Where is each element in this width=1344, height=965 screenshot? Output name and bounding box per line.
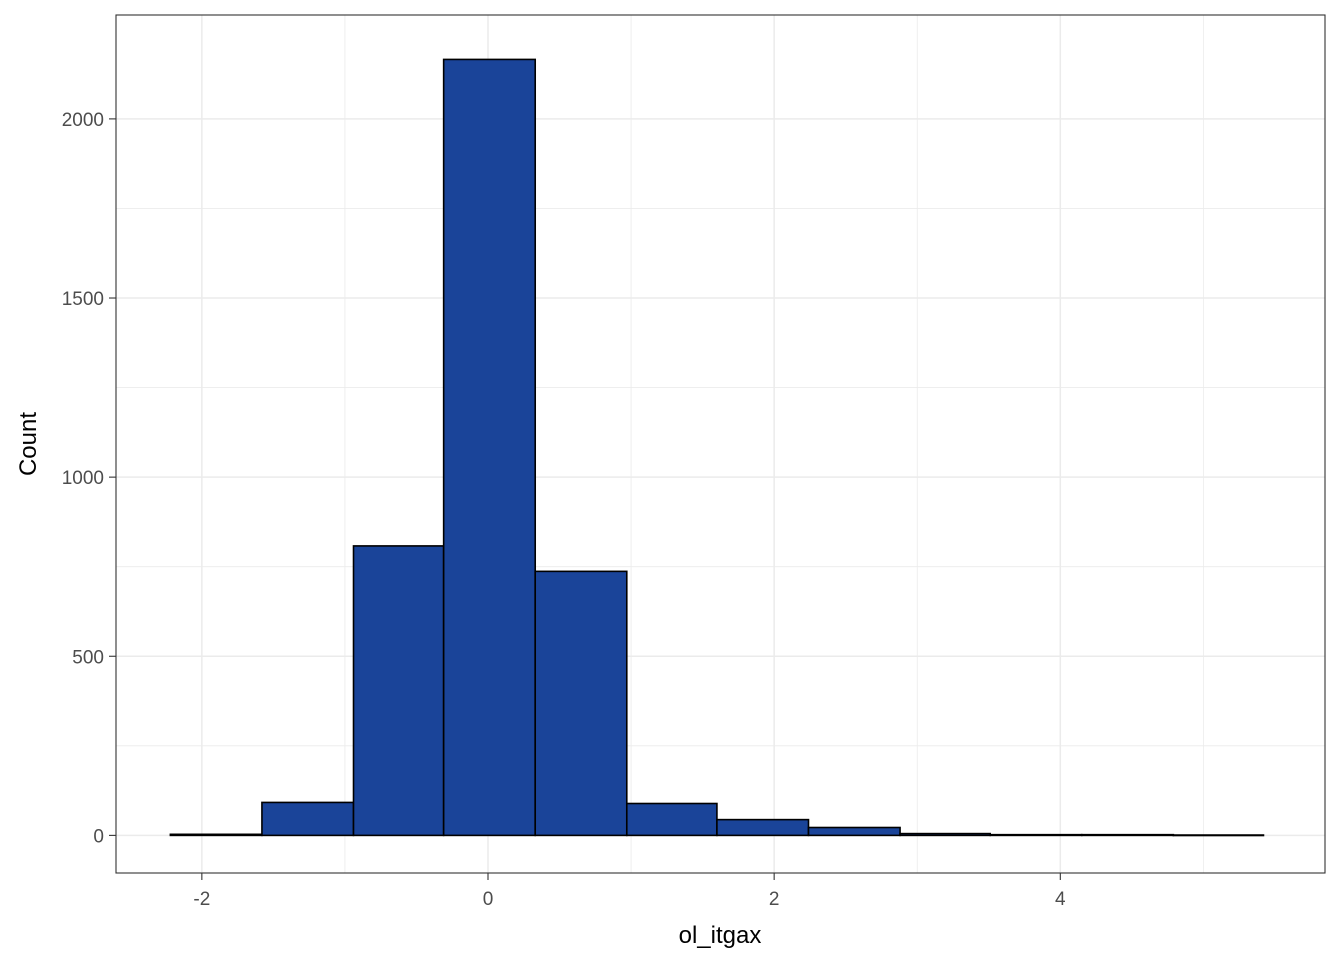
histogram-bar-6 [716,818,810,837]
histogram-bar-10 [1080,833,1175,837]
histogram-bar-0 [169,833,263,837]
histogram-bar-4 [534,570,628,837]
y-tick-label: 500 [72,647,104,668]
histogram-bar-3 [442,58,537,837]
x-tick-label: -2 [193,889,210,910]
x-axis-title: ol_itgax [679,922,762,949]
x-tick-label: 0 [483,889,494,910]
x-axis: -2 0 2 4 [193,873,1066,910]
y-tick-label: 0 [93,826,104,847]
histogram-bar-2 [352,545,445,837]
histogram-bar-1 [261,801,355,837]
y-axis-title: Count [15,412,42,476]
histogram-bar-11 [1172,834,1265,837]
histogram-bar-9 [989,833,1083,837]
y-tick-label: 1500 [62,289,104,310]
histogram-bar-5 [625,802,718,837]
y-tick-label: 1000 [62,468,104,489]
histogram-bar-8 [899,832,991,837]
x-tick-label: 4 [1055,889,1066,910]
y-axis: 0 500 1000 1500 2000 [62,110,116,847]
x-tick-label: 2 [769,889,780,910]
histogram-bar-7 [807,826,901,837]
panel-border [115,14,1326,874]
grid-lines [116,15,1325,873]
y-tick-label: 2000 [62,110,104,131]
histogram-bars [169,58,1265,837]
